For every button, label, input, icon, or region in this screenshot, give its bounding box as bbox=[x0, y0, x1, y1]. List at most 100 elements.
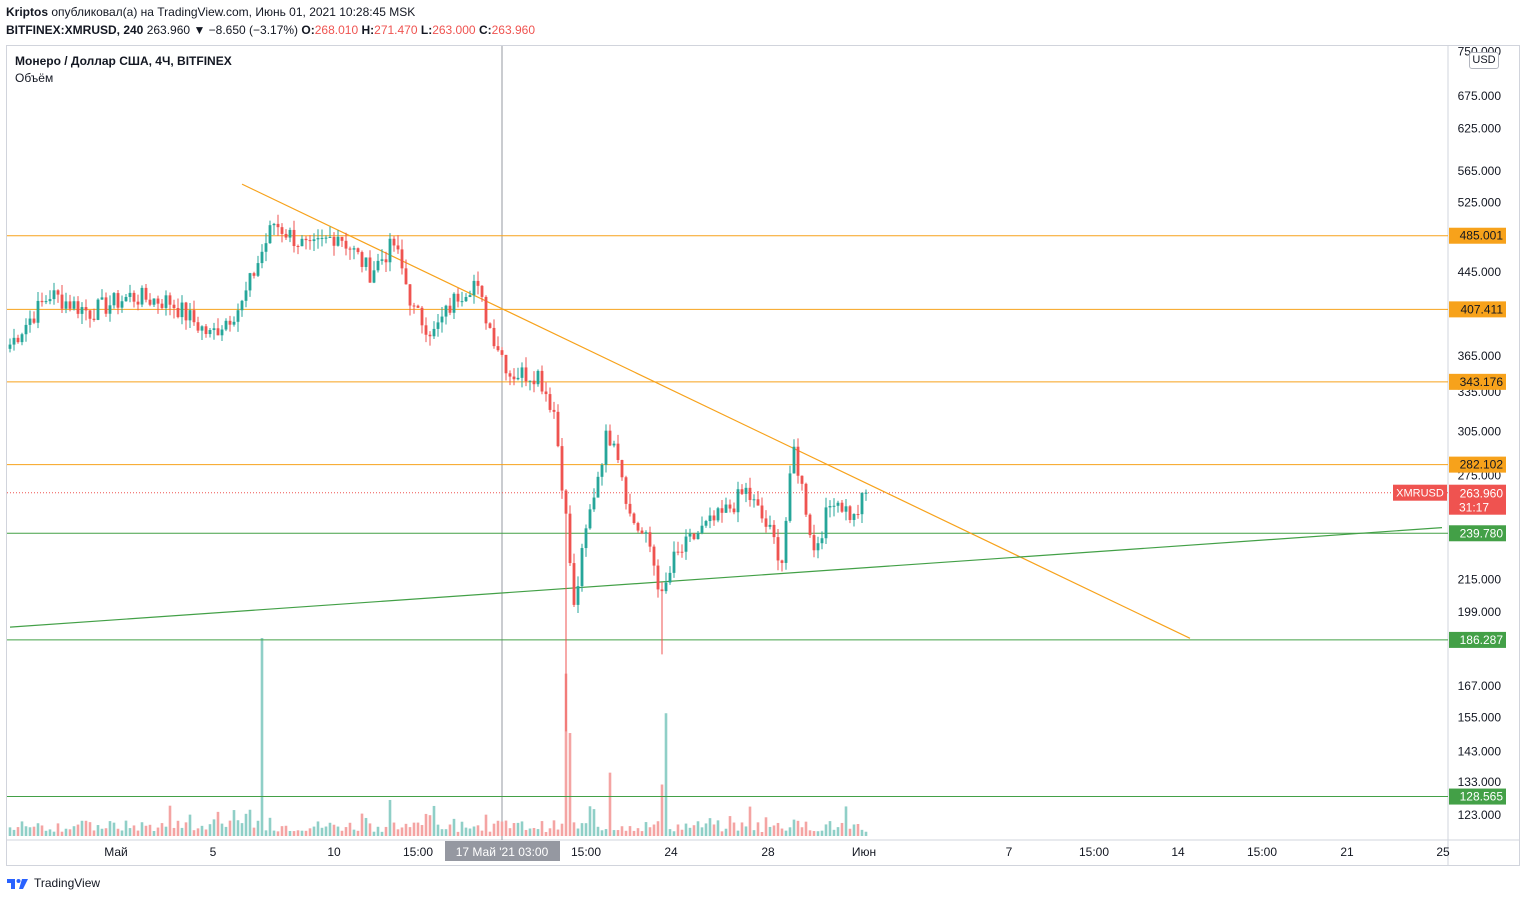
volume-bar bbox=[364, 817, 368, 836]
volume-bar bbox=[324, 826, 328, 836]
volume-bar bbox=[244, 813, 248, 836]
resistance-trendline bbox=[241, 183, 1191, 639]
volume-bar bbox=[472, 826, 476, 836]
volume-bar bbox=[700, 827, 704, 836]
candle-body bbox=[316, 238, 320, 240]
volume-bar bbox=[712, 824, 716, 836]
volume-bar bbox=[176, 820, 180, 836]
volume-bar bbox=[52, 831, 56, 836]
volume-bar bbox=[344, 827, 348, 836]
candle-body bbox=[660, 589, 664, 592]
ohlc-line: BITFINEX:XMRUSD, 240 263.960 ▼ −8.650 (−… bbox=[6, 21, 535, 39]
candle-body bbox=[624, 477, 628, 504]
volume-bar bbox=[432, 805, 436, 836]
volume-bar bbox=[772, 825, 776, 836]
volume-bar bbox=[628, 826, 632, 836]
candle-body bbox=[588, 509, 592, 529]
candle-body bbox=[112, 293, 116, 306]
candle-body bbox=[104, 297, 108, 314]
volume-bar bbox=[384, 826, 388, 836]
candle-body bbox=[800, 475, 804, 484]
candle-body bbox=[468, 295, 472, 297]
candle-body bbox=[560, 446, 564, 491]
volume-bar bbox=[36, 823, 40, 836]
volume-bar bbox=[528, 828, 532, 836]
volume-bar bbox=[216, 811, 220, 836]
candle-body bbox=[840, 502, 844, 512]
volume-bar bbox=[648, 827, 652, 836]
candle-body bbox=[552, 409, 556, 412]
candle-body bbox=[832, 505, 836, 507]
candle-body bbox=[728, 504, 732, 509]
candle-body bbox=[228, 320, 232, 325]
volume-bar bbox=[320, 827, 324, 836]
volume-bars bbox=[8, 638, 868, 836]
volume-bar bbox=[536, 829, 540, 836]
candle-body bbox=[756, 499, 760, 506]
volume-bar bbox=[492, 823, 496, 836]
volume-bar bbox=[604, 829, 608, 836]
volume-bar bbox=[664, 713, 668, 836]
volume-bar bbox=[592, 809, 596, 836]
volume-bar bbox=[480, 830, 484, 836]
crosshair-time-tag bbox=[445, 841, 560, 861]
volume-bar bbox=[8, 827, 12, 836]
volume-bar bbox=[596, 826, 600, 836]
volume-bar bbox=[416, 822, 420, 836]
volume-bar bbox=[424, 813, 428, 836]
volume-bar bbox=[676, 824, 680, 836]
candle-body bbox=[152, 298, 156, 305]
volume-bar bbox=[404, 823, 408, 836]
volume-bar bbox=[308, 828, 312, 836]
candle-body bbox=[540, 370, 544, 392]
candle-body bbox=[816, 543, 820, 551]
candle-body bbox=[564, 490, 568, 514]
candle-body bbox=[736, 489, 740, 513]
candle-body bbox=[144, 287, 148, 300]
candle-body bbox=[796, 446, 800, 476]
candle-body bbox=[460, 301, 464, 303]
volume-bar bbox=[164, 826, 168, 836]
volume-bar bbox=[544, 832, 548, 836]
volume-bar bbox=[740, 822, 744, 836]
volume-bar bbox=[576, 828, 580, 836]
volume-bar bbox=[352, 829, 356, 836]
volume-bar bbox=[192, 830, 196, 836]
volume-bar bbox=[848, 828, 852, 836]
candle-body bbox=[632, 513, 636, 524]
volume-bar bbox=[708, 818, 712, 836]
price-tick-label: 155.000 bbox=[1458, 711, 1502, 725]
open-label: O: bbox=[301, 23, 315, 37]
candle-body bbox=[8, 344, 12, 349]
volume-bar bbox=[336, 826, 340, 836]
currency-badge[interactable]: USD bbox=[1469, 52, 1499, 69]
volume-bar bbox=[96, 825, 100, 836]
volume-bar bbox=[120, 830, 124, 836]
volume-bar bbox=[660, 784, 664, 836]
candle-body bbox=[332, 236, 336, 246]
candle-body bbox=[88, 310, 92, 319]
price-tick-label: 675.000 bbox=[1458, 89, 1502, 103]
candle-body bbox=[792, 446, 796, 474]
volume-bar bbox=[340, 830, 344, 836]
candle-body bbox=[372, 270, 376, 283]
volume-bar bbox=[188, 814, 192, 836]
candle-body bbox=[640, 530, 644, 534]
volume-bar bbox=[328, 822, 332, 836]
volume-bar bbox=[560, 823, 564, 836]
volume-bar bbox=[464, 827, 468, 836]
level-tag bbox=[1449, 227, 1506, 244]
candle-body bbox=[500, 350, 504, 355]
level-label: 186.287 bbox=[1460, 633, 1504, 647]
candle-body bbox=[456, 293, 460, 302]
price-tick-label: 143.000 bbox=[1458, 745, 1502, 759]
author-name[interactable]: Kriptos bbox=[6, 5, 48, 19]
candle-body bbox=[712, 515, 716, 521]
volume-bar bbox=[764, 817, 768, 836]
volume-bar bbox=[368, 823, 372, 836]
candle-body bbox=[32, 318, 36, 323]
volume-bar bbox=[232, 810, 236, 836]
candle-body bbox=[788, 473, 792, 521]
candle-body bbox=[384, 259, 388, 263]
